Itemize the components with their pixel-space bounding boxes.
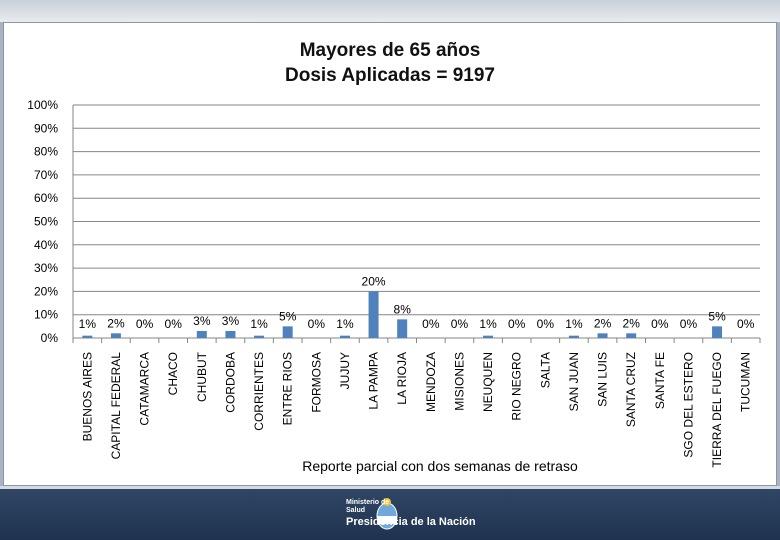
data-label: 0% [136,317,154,331]
data-label: 20% [362,274,386,288]
y-tick-label: 10% [34,308,58,322]
bar [626,333,637,338]
y-tick-label: 50% [34,215,58,229]
chart-title: Mayores de 65 años [299,40,481,61]
x-tick-label: SALTA [538,352,552,388]
x-tick-label: LA RIOJA [395,352,409,405]
data-label: 0% [651,317,669,331]
area-label: Salud [346,507,366,514]
y-tick-label: 40% [34,238,58,252]
data-label: 3% [222,314,240,328]
x-tick-label: CORDOBA [223,352,237,413]
data-label: 2% [594,316,612,330]
data-label: 1% [250,317,268,331]
bar [597,333,608,338]
data-label: 0% [537,317,555,331]
data-label: 0% [737,317,755,331]
data-label: 5% [708,309,726,323]
y-tick-label: 60% [34,191,58,205]
bar [712,326,723,338]
data-label: 0% [680,317,698,331]
ministry-label: Ministerio de [346,499,390,506]
data-label: 0% [308,317,326,331]
data-label: 8% [394,302,412,316]
x-tick-label: CHUBUT [195,351,209,402]
bar [282,326,293,338]
data-label: 5% [279,309,297,323]
bar [254,335,265,338]
y-tick-label: 30% [34,261,58,275]
data-label: 2% [623,316,641,330]
data-label: 0% [165,317,183,331]
bar [368,291,379,338]
y-tick-label: 0% [41,331,59,345]
x-tick-label: CATAMARCA [138,352,152,426]
bar [196,331,207,338]
chart-subtitle: Dosis Aplicadas = 9197 [285,65,495,86]
x-tick-label: SAN JUAN [567,352,581,411]
x-tick-label: NEUQUEN [481,352,495,412]
x-tick-label: TUCUMAN [739,352,753,412]
data-label: 1% [336,317,354,331]
x-tick-label: ENTRE RIOS [281,352,295,425]
y-tick-label: 80% [34,145,58,159]
data-label: 1% [479,317,497,331]
x-tick-label: RIO NEGRO [510,352,524,421]
data-label: 0% [508,317,526,331]
bar [225,331,236,338]
x-tick-label: SAN LUIS [596,352,610,407]
bar [339,335,350,338]
coat-of-arms-icon [376,498,398,530]
data-label: 1% [79,317,97,331]
bar [568,335,579,338]
data-label: 3% [193,314,211,328]
y-tick-label: 100% [27,98,58,112]
x-tick-label: TIERRA DEL FUEGO [710,352,724,468]
data-label: 2% [107,316,125,330]
x-tick-label: FORMOSA [309,352,323,413]
x-tick-label: CHACO [166,352,180,395]
bar [483,335,494,338]
x-tick-label: MENDOZA [424,352,438,412]
bar [82,335,93,338]
x-tick-label: SANTA CRUZ [624,352,638,427]
presidency-label: Presidencia de la Nación [346,516,476,528]
bar [110,333,121,338]
data-label: 0% [422,317,440,331]
x-tick-label: JUJUY [338,352,352,389]
x-tick-label: LA PAMPA [367,352,381,410]
x-tick-label: SGO DEL ESTERO [681,352,695,458]
bar [397,319,408,338]
y-tick-label: 90% [34,121,58,135]
slide-panel [3,22,777,486]
y-tick-label: 70% [34,168,58,182]
x-tick-label: CORRIENTES [252,352,266,431]
data-label: 1% [565,317,583,331]
x-tick-label: BUENOS AIRES [80,352,94,441]
x-tick-label: CAPITAL FEDERAL [109,352,123,460]
y-tick-label: 20% [34,284,58,298]
top-frame [0,0,780,22]
x-tick-label: SANTA FE [653,352,667,409]
x-tick-label: MISIONES [452,352,466,411]
report-note: Reporte parcial con dos semanas de retra… [302,458,578,474]
data-label: 0% [451,317,469,331]
